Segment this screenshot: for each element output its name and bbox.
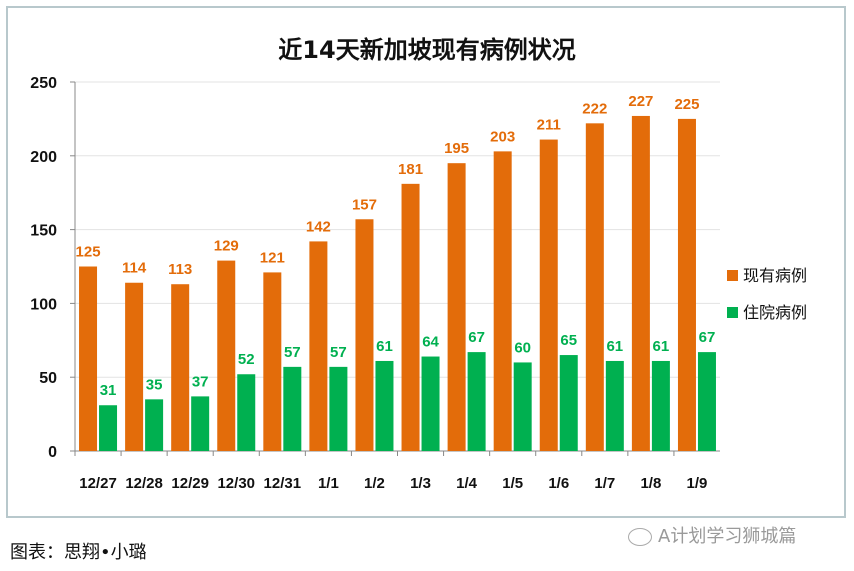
bar-current — [79, 266, 98, 451]
data-label: 129 — [214, 238, 239, 255]
bar-hospitalized — [421, 356, 440, 451]
data-label: 60 — [514, 339, 531, 356]
data-label: 57 — [284, 344, 301, 361]
wechat-icon — [628, 528, 652, 546]
bar-hospitalized — [283, 366, 302, 451]
data-label: 157 — [352, 196, 377, 213]
y-tick-label: 100 — [30, 296, 57, 313]
chart-title: 近14天新加坡现有病例状况 — [278, 36, 575, 64]
bar-hospitalized — [99, 405, 118, 451]
y-tick-label: 150 — [30, 223, 57, 240]
data-label: 203 — [490, 128, 515, 145]
data-label: 227 — [628, 93, 653, 110]
data-label: 67 — [699, 329, 716, 346]
data-label: 211 — [537, 117, 561, 134]
data-label: 222 — [582, 100, 607, 117]
x-tick-label: 12/27 — [79, 475, 117, 492]
x-tick-label: 12/28 — [125, 475, 163, 492]
x-tick-label: 1/6 — [548, 475, 569, 492]
data-label: 181 — [398, 161, 423, 178]
bar-hospitalized — [375, 360, 394, 451]
bar-current — [309, 241, 328, 451]
bar-current — [585, 123, 604, 451]
data-label: 31 — [100, 382, 117, 399]
bar-hospitalized — [559, 355, 578, 451]
x-tick-label: 1/9 — [687, 475, 708, 492]
legend-swatch — [727, 270, 738, 281]
bar-current — [401, 183, 420, 451]
data-label: 65 — [560, 332, 577, 349]
x-tick-label: 1/2 — [364, 475, 385, 492]
data-label: 125 — [76, 244, 101, 261]
bar-hospitalized — [329, 366, 348, 451]
watermark-text: A计划学习狮城篇 — [658, 526, 797, 547]
bar-current — [493, 151, 512, 451]
bar-current — [217, 260, 236, 451]
data-label: 61 — [653, 338, 670, 355]
x-tick-label: 1/5 — [502, 475, 523, 492]
y-tick-label: 50 — [39, 370, 57, 387]
data-label: 57 — [330, 344, 347, 361]
data-label: 67 — [468, 329, 485, 346]
data-label: 113 — [168, 261, 192, 278]
bar-current — [677, 118, 696, 452]
x-tick-label: 1/8 — [640, 475, 661, 492]
bar-hospitalized — [697, 352, 716, 451]
data-label: 195 — [444, 140, 469, 157]
data-label: 61 — [606, 338, 623, 355]
data-label: 52 — [238, 351, 255, 368]
legend-swatch — [727, 307, 738, 318]
bar-current — [171, 284, 190, 451]
legend-label: 现有病例 — [743, 266, 807, 285]
caption: 图表：思翔•小璐 — [10, 542, 147, 563]
data-label: 35 — [146, 376, 163, 393]
data-label: 121 — [260, 249, 285, 266]
data-label: 225 — [674, 96, 699, 113]
bar-current — [631, 115, 650, 451]
data-label: 61 — [376, 338, 393, 355]
watermark: A计划学习狮城篇 — [628, 522, 796, 548]
bar-hospitalized — [605, 360, 624, 451]
x-tick-label: 12/30 — [217, 475, 255, 492]
bar-current — [447, 163, 466, 451]
y-tick-label: 200 — [30, 149, 57, 166]
bar-hospitalized — [513, 362, 532, 451]
bar-hospitalized — [467, 352, 486, 451]
x-tick-label: 12/29 — [171, 475, 209, 492]
x-tick-label: 1/3 — [410, 475, 431, 492]
bar-hospitalized — [191, 396, 210, 451]
x-tick-label: 1/1 — [318, 475, 339, 492]
bar-hospitalized — [145, 399, 164, 451]
x-tick-label: 1/4 — [456, 475, 478, 492]
y-tick-label: 0 — [48, 444, 57, 461]
bar-hospitalized — [651, 360, 670, 451]
bar-current — [355, 219, 374, 451]
x-tick-label: 1/7 — [594, 475, 615, 492]
bar-current — [125, 282, 144, 451]
data-label: 37 — [192, 373, 209, 390]
data-label: 142 — [306, 218, 331, 235]
y-tick-label: 250 — [30, 75, 57, 92]
data-label: 64 — [422, 334, 439, 351]
data-label: 114 — [122, 260, 147, 277]
legend-label: 住院病例 — [743, 303, 807, 322]
bar-current — [263, 272, 282, 451]
x-tick-label: 12/31 — [264, 475, 302, 492]
bar-current — [539, 139, 558, 451]
bar-hospitalized — [237, 374, 256, 451]
